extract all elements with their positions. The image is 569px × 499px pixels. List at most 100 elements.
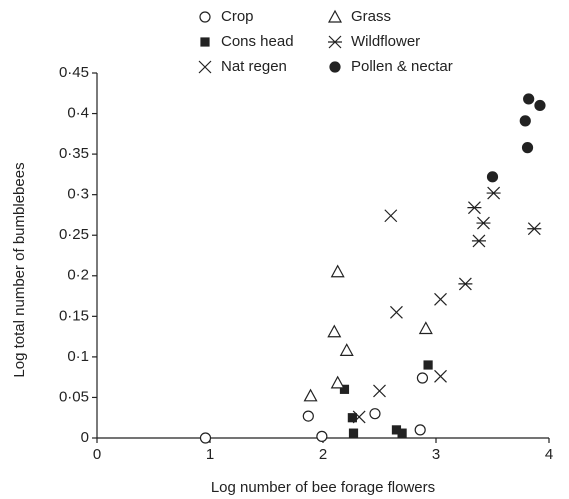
marker: [527, 222, 542, 236]
marker-shape: [458, 277, 473, 291]
marker: [416, 372, 429, 384]
x-axis-label: Log number of bee forage flowers: [211, 479, 435, 496]
marker: [458, 277, 473, 291]
y-tick-label: 0·35: [59, 145, 89, 162]
marker-shape: [467, 201, 482, 215]
marker: [476, 216, 491, 230]
marker-shape: [434, 369, 447, 383]
marker-shape: [434, 292, 447, 306]
y-tick-label: 0·05: [59, 388, 89, 405]
y-tick-label: 0·3: [67, 186, 89, 203]
y-tick-label: 0·4: [67, 105, 89, 122]
marker-shape: [339, 384, 350, 394]
legend-label: Nat regen: [221, 58, 287, 75]
marker-shape: [471, 234, 486, 248]
marker-shape: [521, 142, 534, 154]
x-tick-label: 4: [545, 446, 553, 463]
marker: [373, 384, 386, 398]
marker-shape: [486, 186, 501, 200]
marker-shape: [397, 428, 407, 438]
marker-shape: [199, 11, 211, 23]
legend-marker: [328, 35, 342, 49]
marker: [519, 115, 531, 127]
marker: [369, 408, 381, 420]
marker: [471, 234, 486, 248]
y-axis-label: Log total number of bumblebees: [11, 162, 28, 377]
marker: [390, 305, 403, 319]
marker-shape: [527, 222, 542, 236]
x-tick-label: 3: [432, 446, 440, 463]
marker-shape: [327, 324, 342, 338]
y-tick-label: 0·2: [67, 267, 89, 284]
legend-marker: [200, 37, 210, 47]
marker: [339, 384, 350, 394]
marker-shape: [303, 388, 318, 402]
marker-shape: [523, 93, 535, 105]
y-tick-label: 0·1: [67, 348, 89, 365]
marker-shape: [348, 428, 359, 438]
legend-label: Grass: [351, 8, 391, 25]
marker: [384, 209, 398, 223]
marker-shape: [534, 99, 546, 112]
marker-shape: [327, 9, 343, 23]
marker: [434, 369, 447, 383]
marker-shape: [330, 375, 345, 389]
marker-shape: [328, 35, 342, 49]
marker: [486, 186, 501, 200]
marker: [521, 142, 534, 154]
legend-label: Wildflower: [351, 33, 420, 50]
marker: [397, 428, 407, 438]
marker-shape: [347, 413, 357, 423]
marker-shape: [418, 321, 433, 335]
marker-shape: [199, 432, 212, 444]
marker: [414, 424, 426, 436]
marker-shape: [198, 60, 212, 74]
marker-shape: [373, 384, 386, 398]
marker-shape: [414, 424, 426, 436]
marker: [316, 430, 328, 442]
marker-shape: [330, 264, 345, 278]
y-tick-label: 0: [81, 429, 89, 446]
marker: [423, 360, 433, 370]
legend-marker: [327, 9, 343, 23]
marker: [330, 375, 345, 389]
marker-shape: [384, 209, 398, 223]
marker-shape: [339, 343, 354, 356]
marker-shape: [476, 216, 491, 230]
x-tick-label: 2: [319, 446, 327, 463]
marker: [486, 171, 499, 183]
marker: [348, 428, 359, 438]
marker-shape: [519, 115, 531, 127]
marker-shape: [302, 410, 314, 422]
marker-shape: [416, 372, 429, 384]
marker: [303, 388, 318, 402]
marker-shape: [329, 61, 341, 73]
marker-shape: [369, 408, 381, 420]
legend-label: Cons head: [221, 33, 294, 50]
marker: [534, 99, 546, 112]
legend-marker: [198, 60, 212, 74]
x-tick-label: 0: [93, 446, 101, 463]
legend-marker: [329, 61, 341, 73]
marker: [327, 324, 342, 338]
marker: [434, 292, 447, 306]
marker: [339, 343, 354, 356]
legend-marker: [199, 11, 211, 23]
marker: [352, 410, 366, 424]
marker-shape: [390, 305, 403, 319]
marker: [199, 432, 212, 444]
y-tick-label: 0·45: [59, 64, 89, 81]
marker-shape: [200, 37, 210, 47]
marker-shape: [486, 171, 499, 183]
x-tick-label: 1: [206, 446, 214, 463]
marker-shape: [352, 410, 366, 424]
marker: [467, 201, 482, 215]
marker: [302, 410, 314, 422]
marker: [523, 93, 535, 105]
marker: [418, 321, 433, 335]
legend-label: Crop: [221, 8, 254, 25]
marker: [330, 264, 345, 278]
y-tick-label: 0·25: [59, 226, 89, 243]
y-tick-label: 0·15: [59, 307, 89, 324]
